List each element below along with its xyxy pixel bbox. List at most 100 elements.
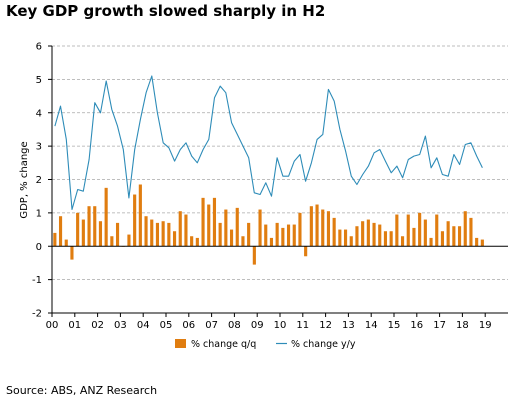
y-tick-label: 4 bbox=[36, 108, 42, 119]
y-tick-label: 0 bbox=[36, 242, 42, 253]
x-tick-label: 16 bbox=[410, 320, 423, 331]
bar bbox=[406, 214, 410, 247]
bar bbox=[127, 234, 131, 247]
bar bbox=[269, 237, 274, 247]
bar bbox=[201, 197, 205, 247]
bar bbox=[53, 232, 57, 247]
y-tick-label: -1 bbox=[32, 275, 42, 286]
bar bbox=[326, 211, 331, 247]
chart-title: Key GDP growth slowed sharply in H2 bbox=[6, 2, 326, 20]
x-tick-label: 02 bbox=[91, 320, 104, 331]
bar bbox=[252, 246, 256, 265]
x-tick-label: 11 bbox=[296, 320, 309, 331]
bar bbox=[423, 219, 427, 247]
y-tick-label: 3 bbox=[36, 142, 42, 153]
bar bbox=[218, 222, 222, 247]
gridlines bbox=[52, 45, 508, 314]
bar bbox=[167, 222, 171, 247]
bar bbox=[229, 229, 234, 247]
bar bbox=[315, 204, 319, 247]
line-yy bbox=[54, 75, 483, 211]
legend-bar-swatch bbox=[175, 339, 186, 348]
x-tick-label: 09 bbox=[251, 320, 264, 331]
bar bbox=[190, 236, 194, 247]
bar bbox=[224, 209, 228, 247]
bar bbox=[429, 237, 433, 247]
bar bbox=[292, 224, 296, 247]
bar bbox=[144, 216, 148, 247]
y-tick-label: 2 bbox=[36, 175, 42, 186]
bar bbox=[446, 221, 450, 247]
bar bbox=[343, 229, 348, 247]
legend: % change q/q % change y/y bbox=[175, 339, 356, 350]
bar bbox=[207, 204, 211, 247]
bar bbox=[81, 219, 85, 247]
bar bbox=[372, 222, 376, 247]
bar bbox=[400, 236, 405, 247]
bar bbox=[247, 222, 251, 247]
bar bbox=[172, 231, 177, 247]
bar bbox=[161, 221, 165, 247]
bar bbox=[298, 212, 302, 247]
x-tick-label: 18 bbox=[456, 320, 469, 331]
bar bbox=[241, 236, 245, 247]
x-tick-label: 08 bbox=[228, 320, 241, 331]
bar bbox=[264, 224, 268, 247]
y-axis-label: GDP, % change bbox=[19, 141, 30, 218]
bar bbox=[355, 226, 359, 247]
bar bbox=[338, 229, 342, 247]
bar bbox=[286, 224, 291, 247]
bar bbox=[418, 212, 422, 247]
bar bbox=[212, 197, 217, 247]
bar bbox=[178, 211, 182, 247]
bar bbox=[115, 222, 120, 247]
x-tick-label: 10 bbox=[274, 320, 287, 331]
bar bbox=[440, 231, 445, 247]
y-axis-ticks: -2 -1 0 1 2 3 4 5 6 bbox=[32, 42, 42, 320]
y-tick-label: 6 bbox=[36, 42, 42, 53]
bar bbox=[395, 214, 399, 247]
bar bbox=[104, 187, 108, 247]
bar bbox=[463, 211, 467, 247]
bar bbox=[469, 217, 473, 247]
bar bbox=[110, 236, 114, 247]
bar bbox=[349, 236, 353, 247]
bar bbox=[275, 222, 279, 247]
bar bbox=[138, 184, 142, 247]
bar bbox=[309, 206, 313, 247]
bar bbox=[304, 246, 308, 257]
x-axis-ticks: 00 01 02 03 04 05 06 07 08 09 10 11 12 13 14 15 16 17 18 19 bbox=[46, 313, 492, 331]
x-tick-label: 19 bbox=[479, 320, 492, 331]
x-tick-label: 14 bbox=[365, 320, 378, 331]
bar bbox=[321, 209, 325, 247]
bar bbox=[195, 237, 199, 247]
x-tick-label: 00 bbox=[46, 320, 59, 331]
x-tick-label: 12 bbox=[319, 320, 332, 331]
bar bbox=[480, 239, 484, 247]
bar bbox=[281, 227, 285, 247]
bar bbox=[76, 212, 80, 247]
x-tick-label: 03 bbox=[114, 320, 127, 331]
x-tick-label: 05 bbox=[160, 320, 173, 331]
x-tick-label: 07 bbox=[205, 320, 218, 331]
bar bbox=[64, 239, 68, 247]
bars bbox=[53, 184, 484, 265]
bar bbox=[332, 217, 336, 247]
bar bbox=[235, 207, 239, 247]
bar bbox=[452, 226, 456, 247]
x-tick-label: 15 bbox=[388, 320, 401, 331]
line-series bbox=[54, 75, 483, 211]
bar bbox=[435, 214, 439, 247]
bar bbox=[58, 216, 63, 247]
bar bbox=[366, 219, 370, 247]
bar bbox=[383, 231, 388, 247]
bar bbox=[150, 219, 154, 247]
bar bbox=[98, 221, 103, 247]
source-note: Source: ABS, ANZ Research bbox=[6, 384, 158, 397]
bar bbox=[93, 206, 97, 247]
legend-bar-label: % change q/q bbox=[191, 339, 256, 350]
x-tick-label: 17 bbox=[433, 320, 446, 331]
bar bbox=[412, 227, 416, 247]
y-tick-label: -2 bbox=[32, 309, 42, 320]
